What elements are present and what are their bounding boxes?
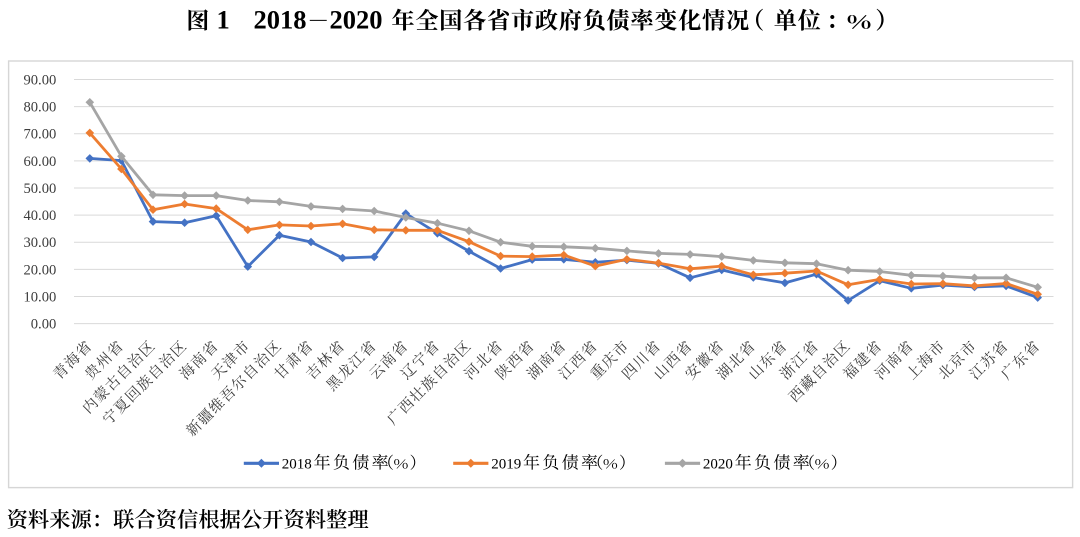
svg-text:70.00: 70.00: [23, 127, 56, 143]
svg-text:50.00: 50.00: [23, 181, 56, 197]
svg-text:90.00: 90.00: [23, 73, 56, 89]
svg-text:40.00: 40.00: [23, 208, 56, 224]
svg-text:20.00: 20.00: [23, 262, 56, 278]
svg-text:2020: 2020: [330, 5, 383, 35]
svg-text:2020: 2020: [703, 456, 733, 472]
svg-text:2018: 2018: [282, 456, 312, 472]
svg-text:30.00: 30.00: [23, 235, 56, 251]
svg-text:2018: 2018: [254, 5, 307, 35]
svg-text:60.00: 60.00: [23, 154, 56, 170]
svg-text:80.00: 80.00: [23, 100, 56, 116]
svg-text:0.00: 0.00: [31, 317, 57, 333]
svg-text:1: 1: [217, 5, 230, 35]
svg-text:10.00: 10.00: [23, 290, 56, 306]
svg-text:2019: 2019: [491, 456, 521, 472]
